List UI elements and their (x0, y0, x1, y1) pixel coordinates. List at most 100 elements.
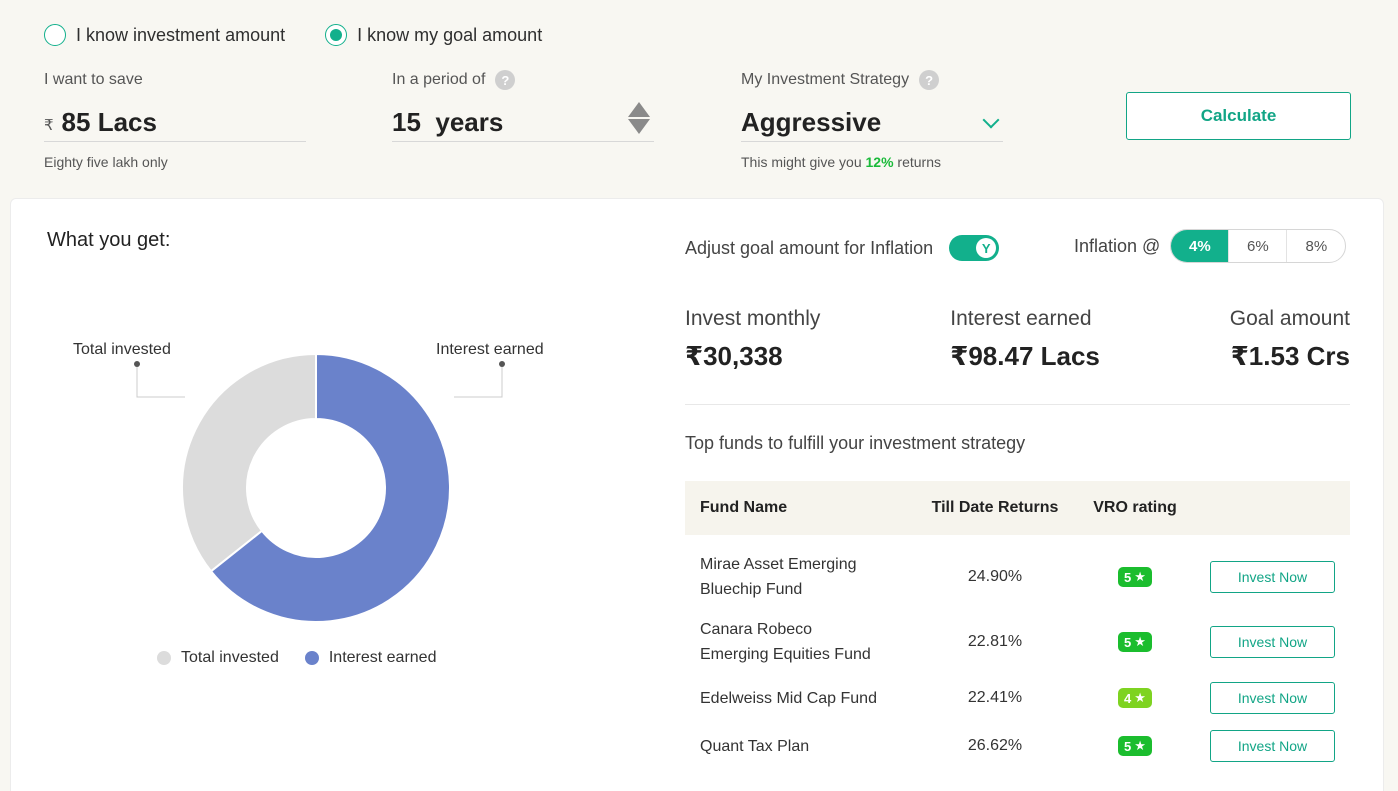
strategy-label-text: My Investment Strategy (741, 71, 910, 88)
invest-now-button[interactable]: Invest Now (1210, 730, 1335, 762)
donut-slice-interest-earned (209, 352, 451, 623)
star-icon: ★ (1134, 690, 1146, 705)
invest-now-button[interactable]: Invest Now (1210, 682, 1335, 714)
period-stepper (628, 102, 650, 134)
rating-value: 5 (1124, 569, 1132, 585)
rating-value: 5 (1124, 634, 1132, 650)
chevron-down-icon (982, 111, 1000, 129)
fund-name: Canara Robeco Emerging Equities Fund (685, 617, 915, 667)
stat-interest-earned: Interest earned ₹98.47 Lacs (950, 307, 1100, 372)
rating-badge: 4 ★ (1118, 688, 1152, 708)
fund-rating: 5 ★ (1075, 567, 1195, 587)
radio-label: I know investment amount (76, 24, 286, 45)
radio-circle-unselected-icon (44, 24, 66, 46)
callout-line-interest-earned (454, 364, 503, 398)
stat-label: Goal amount (1229, 307, 1350, 330)
fund-returns: 26.62% (967, 737, 1023, 754)
strategy-value: Aggressive (741, 107, 882, 137)
radio-know-goal[interactable]: I know my goal amount (325, 24, 542, 46)
rating-badge: 5 ★ (1118, 736, 1152, 756)
radio-circle-selected-icon (325, 24, 348, 46)
rupee-icon: ₹ (44, 116, 54, 134)
fund-rating: 5 ★ (1075, 632, 1195, 652)
top-funds-title: Top funds to fulfill your investment str… (685, 433, 1026, 453)
strategy-hint-prefix: This might give you (741, 154, 862, 170)
strategy-label: My Investment Strategy ? (741, 70, 1003, 90)
table-row: Edelweiss Mid Cap Fund 22.41% 4 ★ Invest … (685, 681, 1350, 715)
inflation-rate: Inflation @ 4% 6% 8% (1074, 229, 1347, 263)
mode-selector: I know investment amount I know my goal … (44, 24, 542, 46)
period-field: In a period of ? 15 years (392, 70, 654, 142)
header-returns: Till Date Returns (931, 499, 1059, 516)
increment-arrow-icon[interactable] (628, 102, 650, 117)
table-row: Quant Tax Plan 26.62% 5 ★ Invest Now (685, 729, 1350, 763)
period-input[interactable]: 15 years (392, 102, 654, 142)
period-label-text: In a period of (392, 71, 486, 88)
fund-name: Mirae Asset Emerging Bluechip Fund (685, 552, 915, 602)
callout-line-total-invested (136, 364, 185, 398)
stat-invest-monthly: Invest monthly ₹30,338 (685, 307, 820, 372)
save-amount-input[interactable]: ₹ 85 Lacs (44, 104, 306, 142)
fund-rating: 5 ★ (1075, 736, 1195, 756)
save-amount-words: Eighty five lakh only (44, 154, 168, 170)
legend-swatch (157, 651, 171, 665)
inflation-rate-label: Inflation @ (1074, 235, 1161, 256)
stat-label: Interest earned (950, 307, 1092, 330)
fund-name: Edelweiss Mid Cap Fund (685, 686, 915, 711)
period-value: 15 years (392, 107, 504, 137)
radio-know-investment[interactable]: I know investment amount (44, 24, 285, 46)
donut-chart-svg (134, 352, 505, 623)
fund-returns: 22.41% (967, 689, 1023, 706)
donut-slice-total-invested (181, 352, 317, 573)
strategy-hint-suffix: returns (897, 154, 941, 170)
stat-value: ₹98.47 Lacs (950, 341, 1100, 371)
inflation-option-4[interactable]: 4% (1171, 230, 1230, 262)
table-row: Mirae Asset Emerging Bluechip Fund 24.90… (685, 551, 1350, 603)
stat-value: ₹1.53 Crs (1230, 341, 1350, 371)
help-icon[interactable]: ? (919, 70, 940, 90)
fund-returns: 22.81% (967, 633, 1023, 650)
callout-line-total-invested-dot (134, 361, 140, 367)
rating-value: 4 (1124, 690, 1132, 706)
inflation-option-6[interactable]: 6% (1229, 230, 1288, 262)
legend-item-total-invested: Total invested (157, 649, 279, 667)
help-icon[interactable]: ? (495, 70, 516, 90)
result-title: What you get: (47, 229, 171, 251)
radio-label: I know my goal amount (357, 24, 543, 45)
rating-badge: 5 ★ (1118, 632, 1152, 652)
invest-now-button[interactable]: Invest Now (1210, 561, 1335, 593)
fund-name-line: Quant Tax Plan (700, 737, 810, 755)
callout-line-interest-earned-dot (499, 361, 505, 367)
inflation-option-8[interactable]: 8% (1305, 237, 1328, 255)
inflation-toggle[interactable]: Y (949, 235, 1000, 261)
inflation-adjust-label: Adjust goal amount for Inflation (685, 237, 934, 258)
star-icon: ★ (1134, 634, 1146, 649)
strategy-hint-rate: 12% (865, 154, 894, 170)
calculate-button[interactable]: Calculate (1126, 92, 1351, 140)
strategy-hint: This might give you 12% returns (741, 154, 1003, 170)
donut-chart: Total invested Interest earned (41, 289, 601, 689)
table-row: Canara Robeco Emerging Equities Fund 22.… (685, 616, 1350, 668)
decrement-arrow-icon[interactable] (628, 119, 650, 134)
rating-value: 5 (1124, 738, 1132, 754)
rating-badge: 5 ★ (1118, 567, 1152, 587)
header-vro-rating: VRO rating (1093, 499, 1177, 516)
divider (685, 404, 1350, 405)
callout-label-total-invested: Total invested (73, 341, 171, 358)
fund-name-line: Bluechip Fund (700, 581, 803, 598)
star-icon: ★ (1134, 738, 1146, 753)
stat-goal-amount: Goal amount ₹1.53 Crs (1230, 307, 1350, 372)
header-fund-name: Fund Name (700, 499, 788, 516)
funds-table-header: Fund Name Till Date Returns VRO rating (685, 481, 1350, 535)
save-amount-value: 85 Lacs (61, 107, 157, 137)
save-amount-field: I want to save ₹ 85 Lacs Eighty five lak… (44, 70, 306, 170)
period-label: In a period of ? (392, 70, 654, 90)
fund-returns: 24.90% (967, 568, 1023, 585)
legend-label: Interest earned (328, 649, 437, 666)
chart-legend: Total invested Interest earned (157, 649, 436, 667)
strategy-select[interactable]: Aggressive (741, 104, 1003, 142)
fund-name-line: Edelweiss Mid Cap Fund (700, 689, 877, 707)
invest-now-button[interactable]: Invest Now (1210, 626, 1335, 658)
fund-name-line: Mirae Asset Emerging (700, 556, 857, 573)
fund-name-line: Emerging Equities Fund (700, 646, 871, 663)
